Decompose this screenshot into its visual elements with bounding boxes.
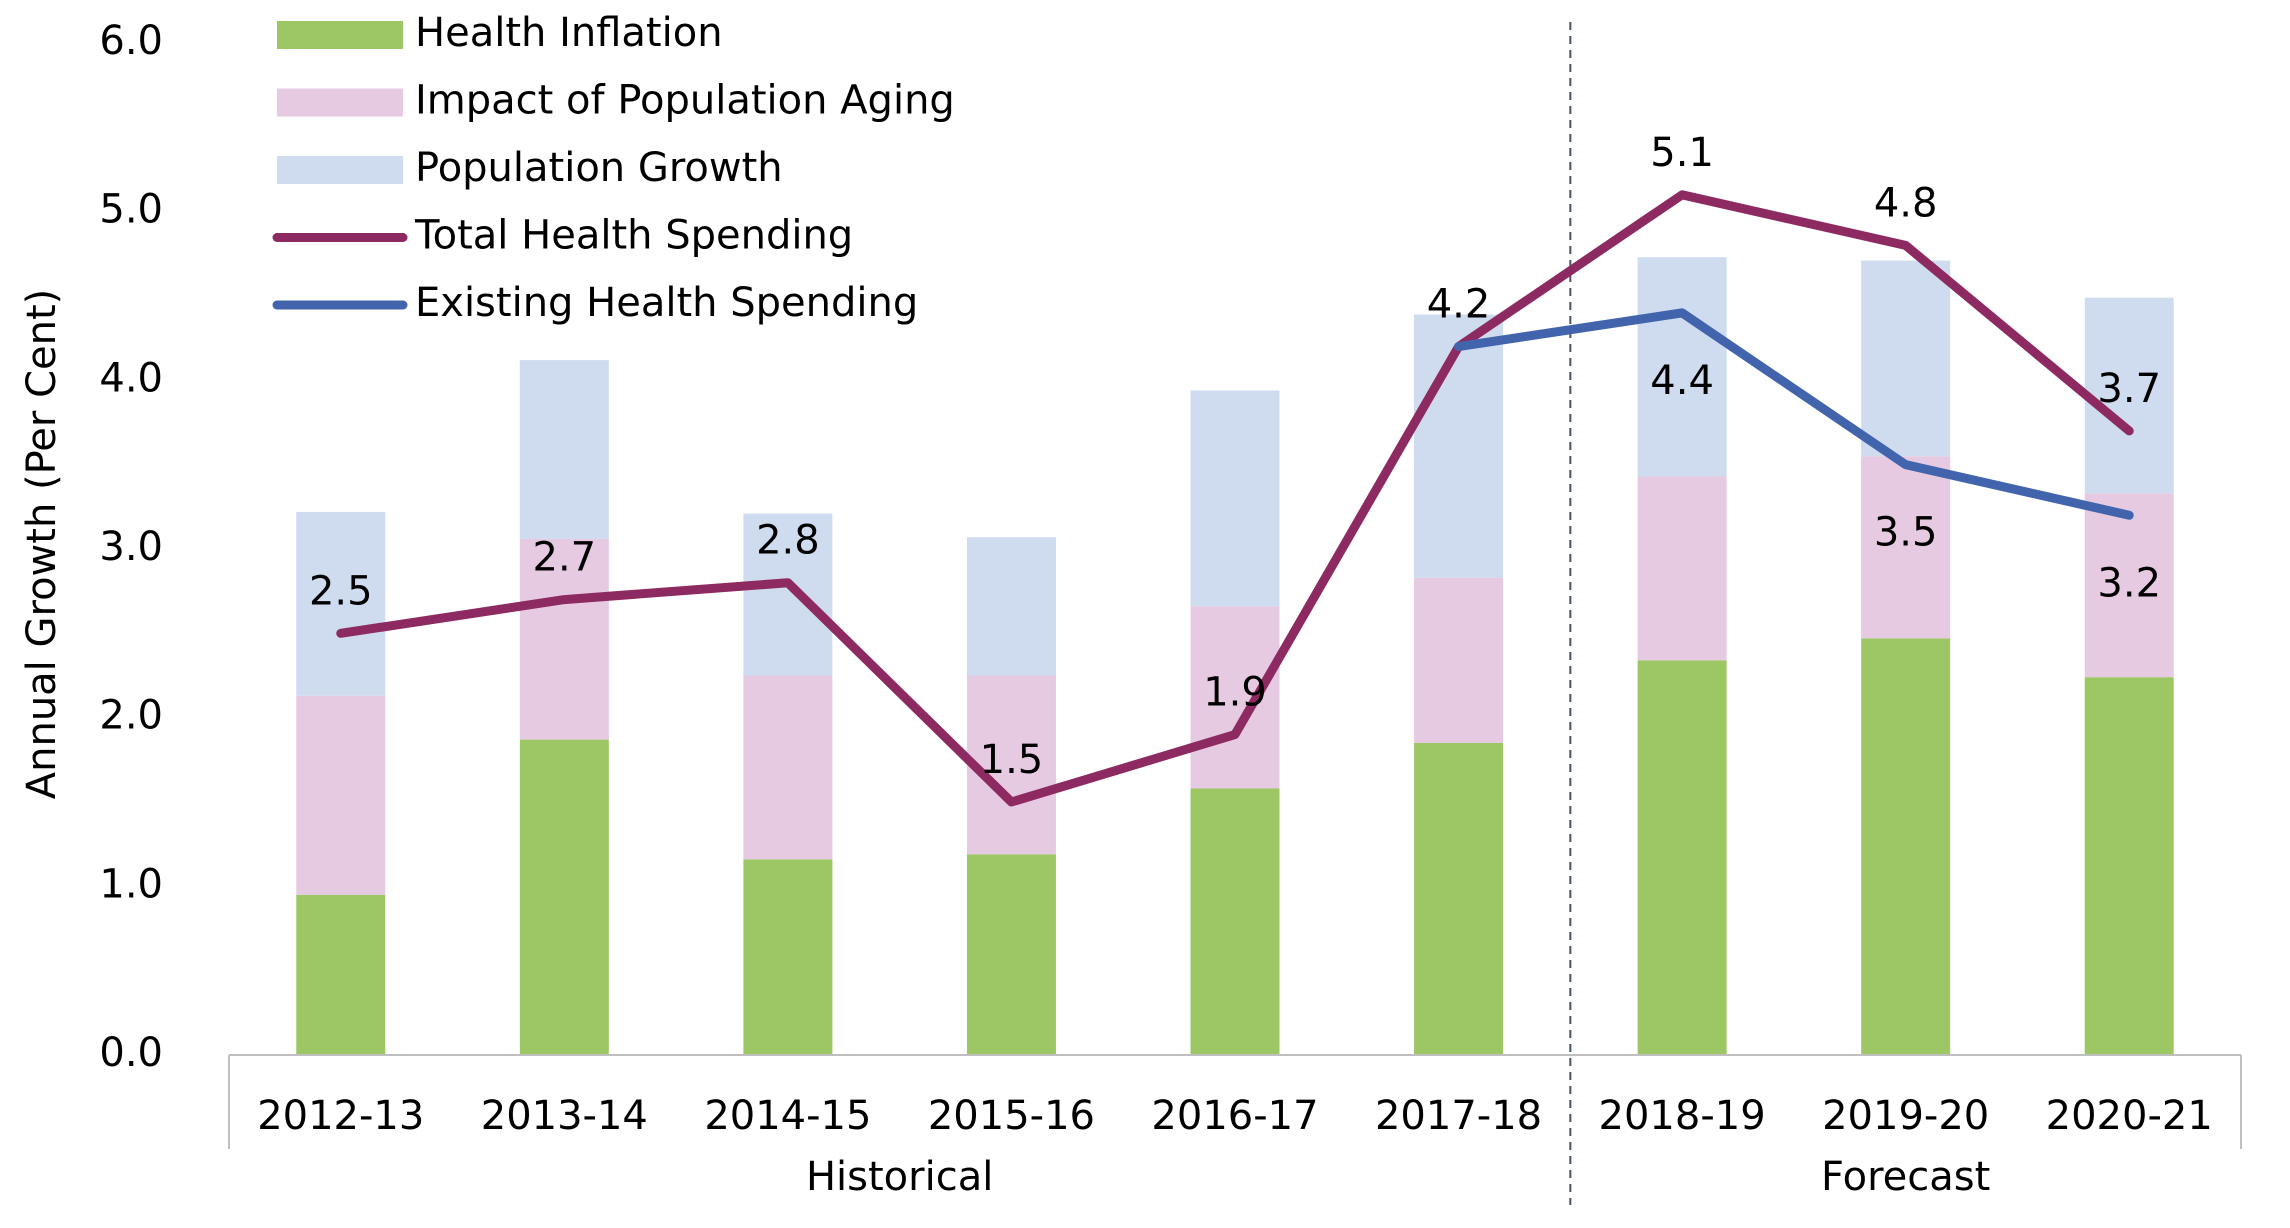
data-label: 2.8 xyxy=(756,518,820,564)
y-tick-label: 5.0 xyxy=(99,187,163,233)
bar-segment xyxy=(2084,677,2174,1055)
bar-segment xyxy=(1637,257,1727,477)
x-tick-label: 2015-16 xyxy=(928,1093,1095,1139)
bar-segment xyxy=(1861,638,1951,1055)
data-label: 5.1 xyxy=(1650,130,1714,176)
x-tick-label: 2020-21 xyxy=(2046,1093,2213,1139)
legend-swatch xyxy=(277,156,403,184)
bar-segment xyxy=(1190,390,1280,607)
group-label: Forecast xyxy=(1821,1154,1990,1200)
data-label: 3.2 xyxy=(2097,560,2161,606)
legend-label: Health Inflation xyxy=(415,10,723,56)
bar-segment xyxy=(1861,456,1951,639)
data-label: 4.2 xyxy=(1427,282,1491,328)
y-axis-title: Annual Growth (Per Cent) xyxy=(19,289,65,800)
data-label: 4.4 xyxy=(1650,358,1714,404)
bar-segment xyxy=(1414,314,1504,578)
legend-label: Existing Health Spending xyxy=(415,280,918,326)
legend-swatch xyxy=(277,21,403,49)
data-label: 1.9 xyxy=(1203,670,1267,716)
data-label: 3.7 xyxy=(2097,366,2161,412)
x-tick-label: 2019-20 xyxy=(1822,1093,1989,1139)
bar-segment xyxy=(966,675,1056,855)
bar-segment xyxy=(519,360,609,539)
y-tick-label: 2.0 xyxy=(99,693,163,739)
bar-segment xyxy=(966,854,1056,1055)
line-series xyxy=(1454,308,2134,520)
data-label: 1.5 xyxy=(980,737,1044,783)
x-tick-label: 2016-17 xyxy=(1151,1093,1318,1139)
y-tick-label: 6.0 xyxy=(99,18,163,64)
data-label: 2.7 xyxy=(533,535,597,581)
y-tick-label: 0.0 xyxy=(99,1030,163,1076)
bar-segment xyxy=(519,739,609,1055)
bar-segment xyxy=(1414,577,1504,743)
bar-segment xyxy=(2084,297,2174,494)
data-label: 2.5 xyxy=(309,568,373,614)
x-tick-label: 2018-19 xyxy=(1599,1093,1766,1139)
bar-segment xyxy=(2084,493,2174,678)
legend-label: Impact of Population Aging xyxy=(415,78,955,124)
x-tick-label: 2013-14 xyxy=(481,1093,648,1139)
bar-segment xyxy=(1190,606,1280,789)
legend-swatch xyxy=(277,88,403,117)
bar-segment xyxy=(1637,660,1727,1055)
y-tick-label: 3.0 xyxy=(99,524,163,570)
bar-segment xyxy=(1190,788,1280,1055)
bar-segment xyxy=(296,511,386,696)
bar-segment xyxy=(743,513,833,676)
legend-label: Total Health Spending xyxy=(414,213,853,259)
bar-segment xyxy=(743,675,833,860)
y-tick-label: 1.0 xyxy=(99,861,163,907)
data-label: 4.8 xyxy=(1874,180,1938,226)
bar-segment xyxy=(1414,742,1504,1055)
bar-segment xyxy=(966,537,1056,676)
x-tick-label: 2012-13 xyxy=(257,1093,424,1139)
bar-segment xyxy=(1861,260,1951,457)
x-tick-label: 2017-18 xyxy=(1375,1093,1542,1139)
group-label: Historical xyxy=(806,1154,993,1200)
legend-label: Population Growth xyxy=(415,145,783,191)
bar-segment xyxy=(519,538,609,740)
line-series xyxy=(336,190,2134,807)
data-label: 3.5 xyxy=(1874,510,1938,556)
bar-segment xyxy=(1637,476,1727,661)
y-tick-label: 4.0 xyxy=(99,355,163,401)
bar-segment xyxy=(743,859,833,1055)
x-tick-label: 2014-15 xyxy=(704,1093,871,1139)
bar-segment xyxy=(296,894,386,1055)
bar-segment xyxy=(296,695,386,895)
